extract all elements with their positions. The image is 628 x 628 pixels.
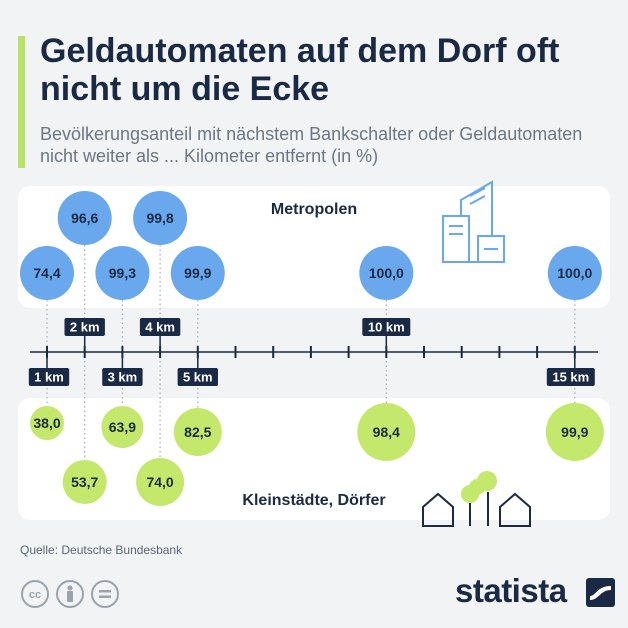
metro-bubble-value: 96,6: [71, 210, 98, 226]
dorf-bubble-value: 99,9: [561, 424, 588, 440]
dorf-bubble: [101, 406, 144, 448]
license-icons: cc: [21, 580, 119, 608]
series-label-kleinstaedte: Kleinstädte, Dörfer: [242, 492, 385, 509]
dorf-bubble-value: 38,0: [33, 415, 60, 431]
dorf-bubble: [173, 408, 222, 456]
series-label-metropolen: Metropolen: [271, 201, 357, 218]
dorf-bubble-value: 82,5: [184, 424, 211, 440]
km-tick-label: 2 km: [70, 320, 100, 335]
source-note: Quelle: Deutsche Bundesbank: [20, 543, 183, 557]
title-accent-bar: [18, 36, 25, 168]
km-tick-label: 5 km: [183, 370, 213, 385]
svg-text:cc: cc: [29, 589, 41, 601]
dorf-bubble-value: 74,0: [146, 474, 173, 490]
dorf-bubble: [357, 403, 416, 461]
statista-logo-icon: [586, 578, 615, 607]
page-title: Geldautomaten auf dem Dorf oft nicht um …: [40, 32, 560, 108]
city-buildings-icon: [442, 180, 505, 263]
km-label-box: [28, 368, 70, 386]
km-tick-label: 10 km: [368, 320, 405, 335]
km-label-box: [546, 368, 595, 386]
dorf-bubble-value: 63,9: [109, 419, 136, 435]
dorf-bubble: [62, 460, 107, 504]
km-label-box: [64, 318, 105, 336]
cc-icon[interactable]: cc: [21, 580, 49, 608]
km-tick-label: 3 km: [108, 370, 138, 385]
km-label-box: [102, 368, 143, 386]
metro-bubble-value: 100,0: [369, 265, 404, 281]
dorf-bubble-value: 53,7: [71, 474, 98, 490]
dorf-bubble: [30, 406, 64, 440]
dorf-bubble: [545, 403, 604, 461]
km-label-box: [362, 318, 411, 336]
dorf-bubble: [136, 458, 185, 506]
metro-bubble-value: 74,4: [33, 265, 60, 281]
metro-bubble: [133, 191, 188, 245]
metro-bubble: [20, 246, 74, 300]
metro-bubble: [170, 246, 225, 300]
dorf-bubble-value: 98,4: [373, 424, 400, 440]
km-tick-label: 1 km: [34, 370, 64, 385]
logo-text: statista: [455, 572, 567, 609]
km-label-box: [177, 368, 218, 386]
metro-bubble: [359, 246, 414, 300]
km-tick-label: 15 km: [552, 370, 589, 385]
by-icon[interactable]: [56, 580, 84, 608]
metro-bubble: [57, 191, 112, 245]
km-tick-label: 4 km: [145, 320, 175, 335]
metro-bubble-value: 100,0: [557, 265, 592, 281]
metro-bubble-value: 99,9: [184, 265, 211, 281]
km-label-box: [139, 318, 181, 336]
nd-icon[interactable]: [91, 580, 119, 608]
page-subtitle: Bevölkerungsanteil mit nächstem Bankscha…: [40, 124, 583, 166]
metro-bubble: [547, 246, 602, 300]
metro-bubble-value: 99,8: [146, 210, 173, 226]
metro-bubble: [95, 246, 150, 300]
metro-bubble-value: 99,3: [109, 265, 136, 281]
village-houses-trees-icon: [422, 471, 531, 527]
